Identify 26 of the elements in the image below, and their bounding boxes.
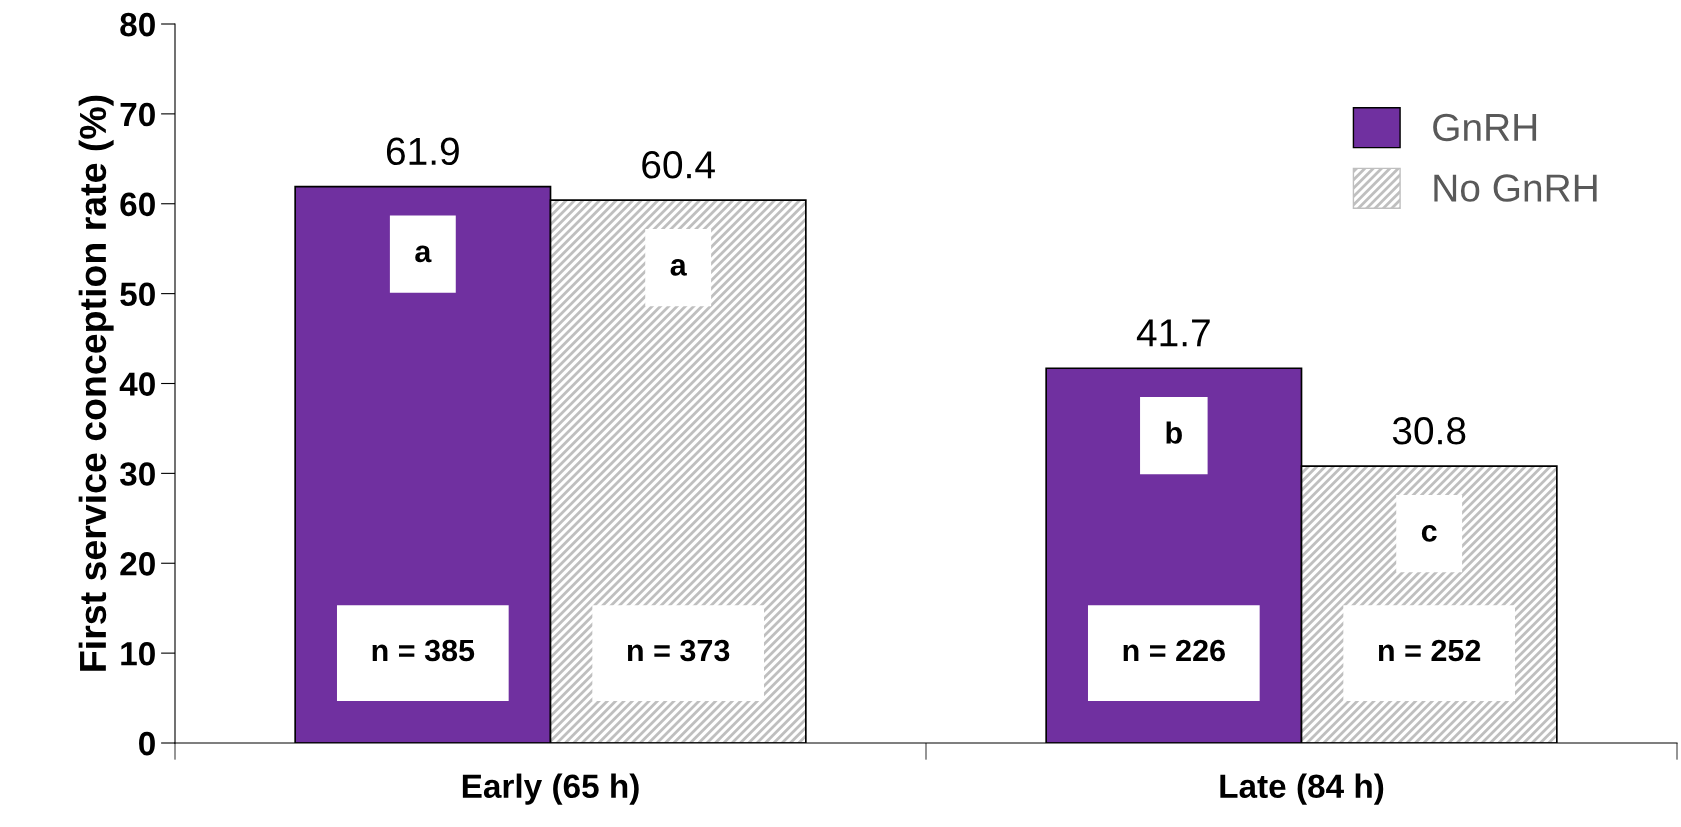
data-label: 41.7 (1136, 319, 1210, 347)
y-tick-label: 80 (120, 12, 155, 37)
x-tick-label: Early (65 h) (462, 773, 639, 805)
legend-label: No GnRH (1434, 174, 1597, 202)
data-label: 30.8 (1392, 417, 1466, 445)
annotation: n = 385 (372, 639, 475, 662)
y-tick-label: 10 (121, 641, 155, 666)
legend-label: GnRH (1433, 113, 1537, 142)
y-tick-label: 20 (120, 552, 155, 576)
y-tick-label: 30 (119, 462, 155, 486)
y-axis-title: First service conception rate (%) (78, 95, 114, 671)
annotation: n = 252 (1378, 639, 1481, 662)
x-tick-label: Late (84 h) (1220, 773, 1384, 805)
annotation: c (1421, 525, 1437, 542)
annotation: a (670, 259, 687, 276)
y-tick-label: 60 (120, 192, 155, 217)
y-tick-label: 70 (120, 102, 155, 127)
y-tick-label: 0 (139, 731, 155, 756)
annotation: b (1166, 421, 1182, 444)
annotation: n = 373 (627, 639, 730, 662)
annotation: a (415, 245, 432, 263)
y-tick-label: 40 (119, 372, 155, 396)
annotation: n = 226 (1123, 639, 1225, 662)
data-label: 61.9 (386, 137, 459, 166)
data-label: 60.4 (642, 151, 715, 179)
y-tick-label: 50 (120, 282, 155, 307)
